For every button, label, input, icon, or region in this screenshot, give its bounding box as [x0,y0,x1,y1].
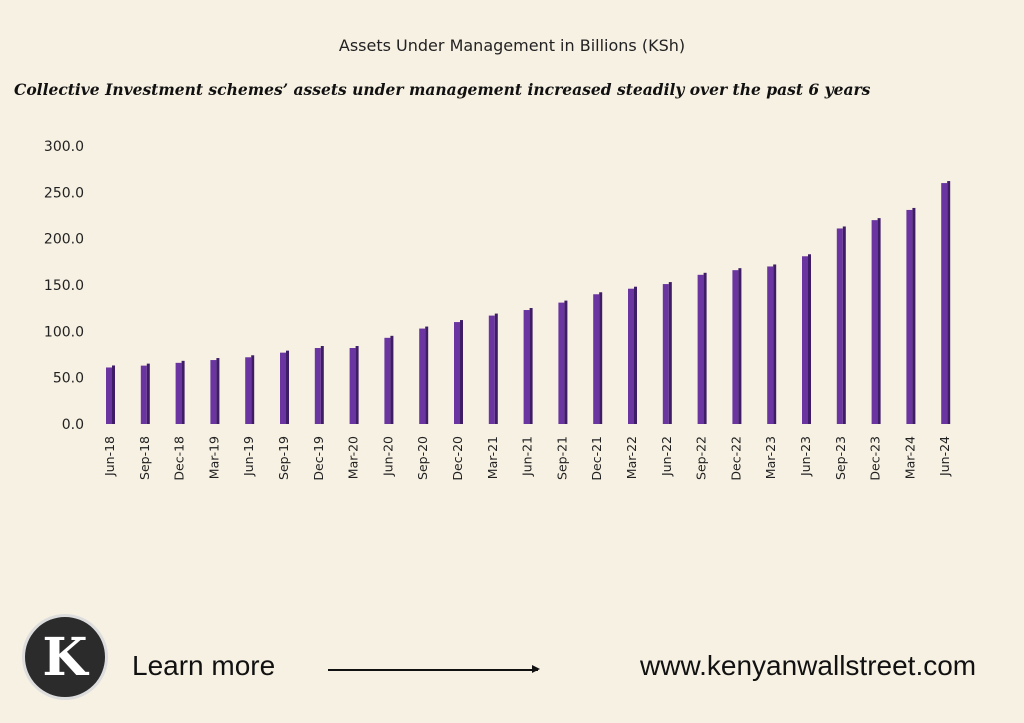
bar [662,284,669,424]
bar [384,337,391,424]
website-url[interactable]: www.kenyanwallstreet.com [640,650,977,681]
bar-side [738,268,742,424]
bar-side [947,181,951,424]
y-tick-label: 100.0 [44,324,84,340]
x-tick-label: Sep-20 [415,436,430,480]
bar-side [146,363,150,424]
bar-side [808,254,811,424]
x-tick-label: Jun-18 [102,436,117,477]
x-tick-label: Jun-24 [937,436,952,477]
bar-chart: 0.0 50.0 100.0 150.0 200.0 250.0 300.0 Jun-18 Se… [44,139,952,481]
x-tick-label: Dec-20 [450,436,465,481]
bar [523,310,530,424]
bar-side [529,308,533,424]
bar-side [320,346,324,424]
bar [802,256,808,424]
arrow-right-icon [328,666,540,672]
x-tick-label: Mar-19 [206,436,221,479]
x-tick-label: Jun-22 [659,436,674,477]
bar [871,220,878,424]
bar-side [564,300,568,424]
bar [697,274,704,424]
bar-side [842,226,846,424]
bar [140,365,147,424]
bar [558,302,565,424]
bar [732,270,739,424]
x-tick-label: Dec-21 [589,436,604,481]
bar [210,360,217,424]
bar-side [494,313,498,424]
y-tick-label: 50.0 [53,371,84,387]
chart-title: Assets Under Management in Billions (KSh… [338,36,686,55]
learn-more-link[interactable]: Learn more [132,650,276,681]
bar-side [425,326,429,424]
bar [628,288,634,424]
bar-side [668,282,672,424]
bar-side [112,365,115,424]
x-tick-label: Sep-21 [554,436,569,480]
bar [454,322,460,424]
bar [593,294,600,424]
y-tick-label: 150.0 [44,278,84,294]
bar-side [877,218,881,424]
x-tick-label: Dec-22 [728,436,743,481]
y-tick-label: 200.0 [44,232,84,248]
bar [941,183,948,424]
x-tick-label: Jun-20 [380,436,395,477]
x-tick-label: Mar-24 [902,436,917,479]
bar-side [216,358,220,424]
bar [767,266,774,424]
x-tick-label: Mar-23 [763,436,778,479]
y-tick-label: 0.0 [62,417,84,433]
bar-side [599,292,603,424]
bar [106,367,112,424]
bar-side [181,360,185,424]
x-tick-label: Jun-23 [798,436,813,477]
x-tick-label: Dec-19 [311,436,326,481]
bar-side [912,207,916,424]
chart-subtitle: Collective Investment schemes’ assets un… [14,80,871,99]
x-tick-label: Mar-21 [485,436,500,479]
bar [245,357,252,424]
bar-side [251,355,255,424]
bar [349,348,356,424]
x-tick-label: Mar-22 [624,436,639,479]
bar [175,362,182,424]
logo-letter: K [42,626,88,688]
x-tick-label: Dec-23 [868,436,883,481]
bar [280,352,286,424]
bar [419,328,426,424]
bar-side [773,264,777,424]
bar [488,315,495,424]
x-tick-label: Dec-18 [172,436,187,481]
bar-side [460,320,463,424]
x-tick-label: Sep-19 [276,436,291,480]
x-tick-label: Sep-18 [137,436,152,480]
bar-side [634,286,637,424]
bar-side [355,346,359,424]
x-tick-label: Sep-23 [833,436,848,480]
bar [314,348,321,424]
x-tick-label: Sep-22 [694,436,709,480]
bar-side [703,272,707,424]
bar [906,209,913,424]
x-tick-label: Mar-20 [346,436,361,479]
y-tick-label: 300.0 [44,139,84,155]
y-tick-label: 250.0 [44,185,84,201]
kenyan-wallstreet-logo[interactable]: K [22,614,108,700]
x-tick-label: Jun-21 [520,436,535,477]
bar [836,228,843,424]
x-tick-label: Jun-19 [241,436,256,477]
bar-side [286,350,289,424]
bar-side [390,335,394,424]
